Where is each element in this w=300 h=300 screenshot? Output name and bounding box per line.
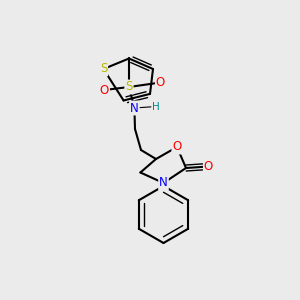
Text: S: S [125,80,133,94]
Text: S: S [100,62,107,76]
Text: O: O [156,76,165,89]
Text: O: O [172,140,182,154]
Text: N: N [130,101,139,115]
Text: O: O [204,160,213,173]
Text: H: H [152,101,160,112]
Text: N: N [159,176,168,190]
Text: O: O [100,83,109,97]
